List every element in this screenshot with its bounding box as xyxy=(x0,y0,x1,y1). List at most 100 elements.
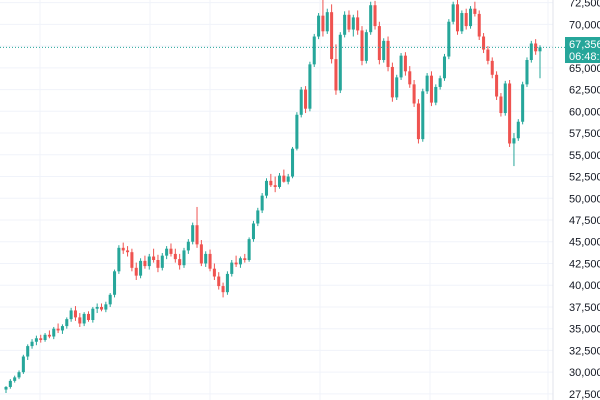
candle[interactable] xyxy=(312,33,316,67)
candle[interactable] xyxy=(469,6,473,29)
candle[interactable] xyxy=(17,370,21,380)
candle[interactable] xyxy=(130,248,134,272)
candle[interactable] xyxy=(230,260,234,277)
candle[interactable] xyxy=(117,245,121,274)
candle[interactable] xyxy=(512,133,516,167)
candle[interactable] xyxy=(264,178,269,199)
candle[interactable] xyxy=(273,176,277,193)
candle[interactable] xyxy=(34,335,38,346)
candle[interactable] xyxy=(486,46,490,65)
candle[interactable] xyxy=(451,1,455,25)
candle[interactable] xyxy=(99,303,104,312)
candle[interactable] xyxy=(308,61,312,112)
candle[interactable] xyxy=(373,0,377,30)
candle[interactable] xyxy=(447,19,451,60)
candle[interactable] xyxy=(429,71,433,107)
candle[interactable] xyxy=(425,73,429,94)
candle[interactable] xyxy=(434,84,438,106)
candle[interactable] xyxy=(455,0,460,35)
candle[interactable] xyxy=(421,88,425,142)
candle[interactable] xyxy=(91,306,95,323)
candle[interactable] xyxy=(208,249,212,272)
candle[interactable] xyxy=(165,246,169,260)
candle[interactable] xyxy=(330,4,334,64)
candle[interactable] xyxy=(377,21,381,65)
candle[interactable] xyxy=(152,248,156,263)
candle[interactable] xyxy=(516,119,520,141)
candle[interactable] xyxy=(134,262,138,280)
candle[interactable] xyxy=(39,334,43,343)
candle[interactable] xyxy=(438,75,442,90)
candle[interactable] xyxy=(178,253,182,270)
candle[interactable] xyxy=(73,306,77,321)
candle[interactable] xyxy=(69,307,73,322)
candle[interactable] xyxy=(173,248,177,263)
candle[interactable] xyxy=(113,269,117,298)
candle[interactable] xyxy=(60,324,64,334)
candle[interactable] xyxy=(4,386,8,394)
candle[interactable] xyxy=(343,11,347,38)
candle[interactable] xyxy=(199,240,203,267)
candle[interactable] xyxy=(317,13,321,40)
candle[interactable] xyxy=(13,375,17,383)
candle[interactable] xyxy=(186,239,190,254)
candle[interactable] xyxy=(390,62,394,102)
candle[interactable] xyxy=(52,326,56,340)
candle[interactable] xyxy=(182,247,186,268)
candle[interactable] xyxy=(195,206,199,248)
candle[interactable] xyxy=(286,173,290,185)
candle[interactable] xyxy=(477,10,481,40)
candle[interactable] xyxy=(21,354,25,374)
candle[interactable] xyxy=(534,39,538,55)
candle[interactable] xyxy=(26,344,30,360)
candle[interactable] xyxy=(221,282,225,298)
candle[interactable] xyxy=(147,253,151,270)
candle[interactable] xyxy=(295,112,299,151)
candle[interactable] xyxy=(78,313,82,327)
candle[interactable] xyxy=(291,146,295,179)
candle[interactable] xyxy=(364,29,368,64)
candle[interactable] xyxy=(160,253,164,271)
candle[interactable] xyxy=(508,80,512,147)
candle[interactable] xyxy=(43,333,47,342)
candle[interactable] xyxy=(334,44,338,95)
candle[interactable] xyxy=(369,1,373,35)
candle[interactable] xyxy=(408,66,412,88)
candle[interactable] xyxy=(499,93,503,117)
candle[interactable] xyxy=(382,38,386,63)
candle[interactable] xyxy=(86,311,91,322)
candle[interactable] xyxy=(169,243,173,257)
candle[interactable] xyxy=(395,74,399,100)
candle[interactable] xyxy=(82,312,86,327)
candle[interactable] xyxy=(529,40,533,63)
candle[interactable] xyxy=(347,10,351,33)
candle[interactable] xyxy=(399,53,403,80)
candle[interactable] xyxy=(8,379,12,389)
candle[interactable] xyxy=(217,272,221,290)
candle[interactable] xyxy=(538,45,542,79)
candle[interactable] xyxy=(260,193,264,214)
candle[interactable] xyxy=(269,173,273,187)
candle[interactable] xyxy=(356,10,360,35)
candle[interactable] xyxy=(482,33,486,54)
candle[interactable] xyxy=(56,323,60,334)
candle[interactable] xyxy=(121,242,125,254)
candle[interactable] xyxy=(338,32,342,94)
candle[interactable] xyxy=(299,86,303,118)
candle[interactable] xyxy=(104,301,108,313)
candle[interactable] xyxy=(521,81,525,125)
candle[interactable] xyxy=(464,8,468,30)
candle[interactable] xyxy=(490,57,494,79)
candle[interactable] xyxy=(360,26,364,66)
candle[interactable] xyxy=(30,339,34,349)
candle[interactable] xyxy=(108,293,112,307)
candle[interactable] xyxy=(247,237,251,262)
candle[interactable] xyxy=(304,86,308,114)
candle[interactable] xyxy=(277,173,282,189)
candle[interactable] xyxy=(386,36,390,72)
candle[interactable] xyxy=(234,255,238,267)
candle[interactable] xyxy=(143,255,147,269)
candle[interactable] xyxy=(238,256,242,268)
candle[interactable] xyxy=(126,246,130,257)
